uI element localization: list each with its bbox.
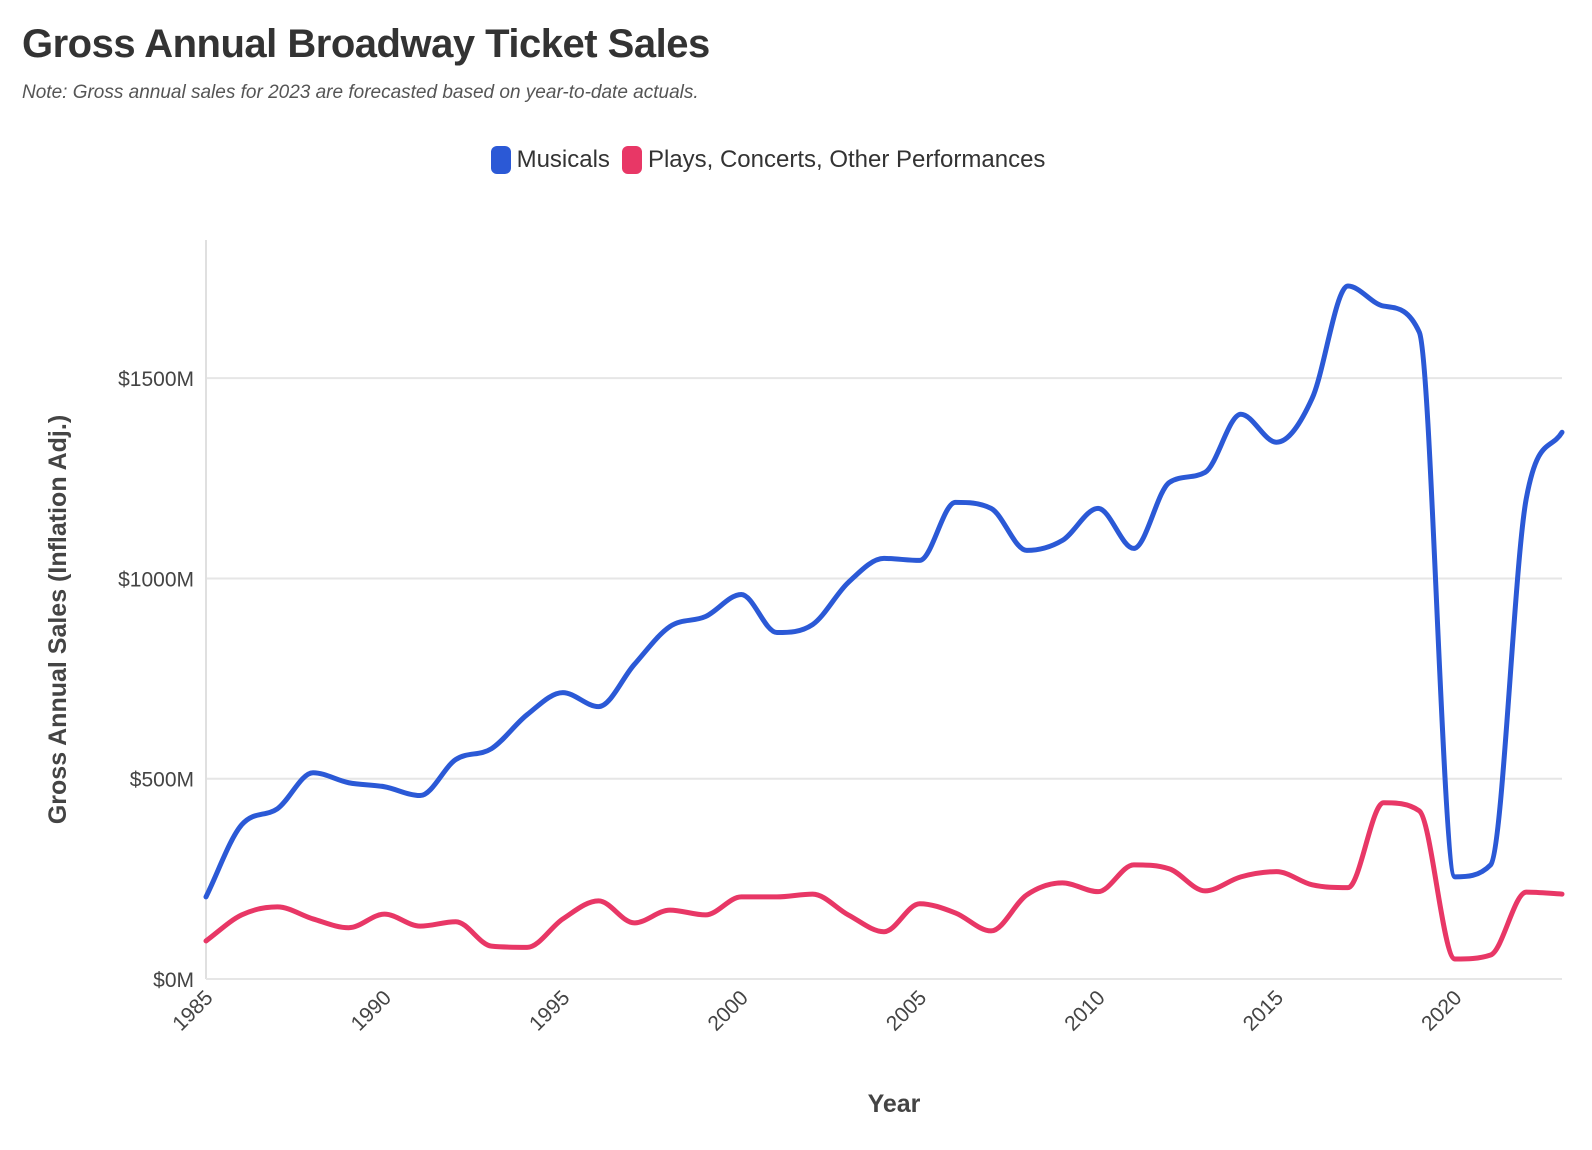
chart-title: Gross Annual Broadway Ticket Sales	[22, 22, 710, 66]
x-tick-label: 1995	[525, 986, 574, 1035]
legend-item-plays-concerts-other[interactable]: Plays, Concerts, Other Performances	[621, 146, 1046, 174]
x-tick-label: 2010	[1060, 986, 1109, 1035]
legend-label: Musicals	[516, 146, 610, 173]
legend-swatch	[621, 146, 642, 174]
y-gridlines	[206, 377, 1562, 780]
x-tick-label: 2015	[1239, 986, 1288, 1035]
legend-item-musicals[interactable]: Musicals	[490, 146, 610, 174]
y-tick-label: $500M	[130, 769, 194, 792]
y-tick-label: $1500M	[118, 368, 194, 391]
series-lines	[203, 283, 1565, 962]
x-tick-label: 1985	[168, 986, 217, 1035]
legend-swatch	[490, 146, 511, 174]
series-line-musicals[interactable]	[203, 283, 1565, 900]
chart-subtitle: Note: Gross annual sales for 2023 are fo…	[22, 82, 699, 103]
x-tick-label: 2000	[704, 986, 753, 1035]
y-tick-label: $0M	[153, 969, 194, 992]
x-axis-title: Year	[868, 1090, 921, 1118]
y-tick-labels: $0M $500M $1000M $1500M	[118, 368, 194, 992]
x-tick-label: 2020	[1417, 986, 1466, 1035]
y-tick-label: $1000M	[118, 568, 194, 591]
x-tick-labels: 1985 1990 1995 2000 2005 2010 2015 2020	[168, 986, 1466, 1035]
legend: Musicals Plays, Concerts, Other Performan…	[0, 146, 1564, 174]
legend-label: Plays, Concerts, Other Performances	[647, 146, 1046, 173]
x-tick-label: 1990	[347, 986, 396, 1035]
y-axis-title: Gross Annual Sales (Inflation Adj.)	[44, 415, 72, 824]
x-tick-label: 2005	[882, 986, 931, 1035]
series-line-plays-concerts-other[interactable]	[203, 800, 1565, 962]
